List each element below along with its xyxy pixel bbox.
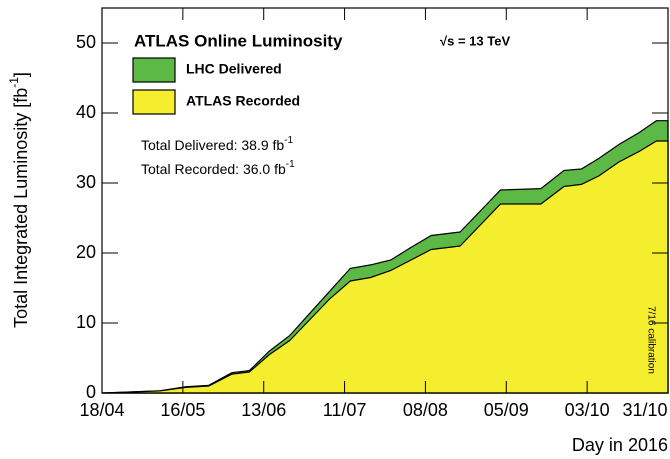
- annotation-text: Total Delivered: 38.9 fb: [141, 137, 284, 153]
- legend-swatch: [132, 57, 176, 83]
- plot-frame: [101, 7, 669, 394]
- y-axis-label-tail: ]: [11, 72, 31, 77]
- annotation-text: Total Recorded: 36.0 fb: [141, 161, 286, 177]
- x-axis-label: Day in 2016: [572, 435, 668, 455]
- x-tick-label: 08/08: [403, 400, 448, 420]
- annotation: 7/16 calibration: [645, 306, 656, 374]
- x-tick-label: 18/04: [79, 400, 124, 420]
- chart-title: ATLAS Online Luminosity: [134, 31, 343, 50]
- annotation-sup: -1: [286, 159, 295, 170]
- energy-label: √s = 13 TeV: [440, 33, 510, 48]
- y-axis-label: Total Integrated Luminosity [fb-1]: [7, 72, 31, 328]
- y-axis-label-text: Total Integrated Luminosity [fb: [11, 88, 31, 328]
- annotation: Total Recorded: 36.0 fb-1: [141, 159, 295, 177]
- x-tick-label: 16/05: [160, 400, 205, 420]
- x-tick-label: 31/10: [622, 400, 667, 420]
- area: [101, 140, 669, 394]
- x-tick-label: 13/06: [241, 400, 286, 420]
- legend-label: LHC Delivered: [186, 61, 282, 77]
- x-tick-label: 11/07: [323, 400, 367, 420]
- y-tick-label: 50: [76, 32, 96, 52]
- annotation-sup: -1: [284, 135, 293, 146]
- legend-swatch: [132, 89, 176, 115]
- legend-label: ATLAS Recorded: [186, 93, 300, 109]
- y-tick-label: 0: [86, 382, 96, 402]
- y-tick-label: 30: [76, 172, 96, 192]
- annotation: Total Delivered: 38.9 fb-1: [141, 135, 294, 153]
- x-tick-label: 03/10: [565, 400, 610, 420]
- y-axis-label-sup: -1: [7, 77, 21, 88]
- x-tick-label: 05/09: [484, 400, 529, 420]
- y-tick-label: 10: [76, 312, 96, 332]
- y-tick-label: 20: [76, 242, 96, 262]
- y-tick-label: 40: [76, 102, 96, 122]
